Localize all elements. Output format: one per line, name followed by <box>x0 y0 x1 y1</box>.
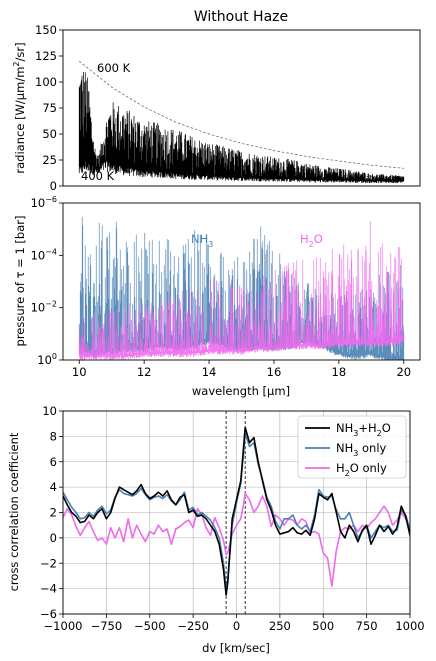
x-tick-label: 0 <box>233 619 240 633</box>
x-tick-label: 500 <box>312 619 334 633</box>
y-tick-label: 25 <box>42 153 57 167</box>
x-tick-label: 250 <box>269 619 291 633</box>
y-tick-label: 10−6 <box>31 195 57 210</box>
annotation-400k: 400 K <box>81 169 115 183</box>
cross-correlation-panel: −6 −4 −2 0 2 4 6 8 10 −1000 −750 −500 −250 0 250 500 75… <box>7 404 425 655</box>
pressure-panel: 100 10−2 10−4 10−6 10 12 14 16 18 20 pressure of… <box>13 195 421 398</box>
nh3-curve-label: NH3 <box>191 232 213 249</box>
annotation-600k: 600 K <box>97 61 131 75</box>
y-tick-label: 10 <box>42 404 57 418</box>
x-tick-label: 10 <box>72 365 87 379</box>
h2o-curve-label: H2O <box>300 232 323 249</box>
y-tick-label: 0 <box>50 531 57 545</box>
radiance-y-axis-label: radiance [W/μm/m2/sr] <box>12 42 27 173</box>
x-tick-label: 14 <box>202 365 217 379</box>
chart-title: Without Haze <box>194 9 288 25</box>
x-tick-label: 18 <box>332 365 347 379</box>
radiance-spectrum-line <box>78 71 405 184</box>
y-tick-label: −4 <box>40 582 57 596</box>
y-tick-label: 2 <box>50 506 57 520</box>
y-tick-label: 8 <box>50 429 57 443</box>
y-tick-label: 10−2 <box>31 300 57 315</box>
blackbody-curve-600k <box>78 60 404 169</box>
pressure-y-axis-label: pressure of τ = 1 [bar] <box>13 216 27 347</box>
legend: NH3+H2O NH3 only H2O only <box>297 415 407 479</box>
legend-label-combined: NH3+H2O <box>336 421 391 438</box>
x-tick-label: 20 <box>396 365 411 379</box>
h2o-pressure-line <box>78 221 405 360</box>
y-tick-label: 0 <box>50 179 57 193</box>
legend-label-h2o: H2O only <box>336 461 387 478</box>
y-tick-label: −6 <box>40 607 57 621</box>
x-tick-label: 16 <box>267 365 282 379</box>
ccf-y-axis-label: cross correlation coefficient <box>7 432 21 591</box>
legend-box <box>297 415 407 479</box>
x-tick-label: −250 <box>177 619 209 633</box>
combined-ccf-line <box>63 426 410 596</box>
x-tick-label: −750 <box>91 619 123 633</box>
dv-x-axis-label: dv [km/sec] <box>202 641 270 655</box>
x-tick-label: −500 <box>134 619 166 633</box>
y-tick-label: 100 <box>35 75 57 89</box>
x-tick-label: 1000 <box>395 619 424 633</box>
y-tick-label: 50 <box>42 127 57 141</box>
y-tick-label: 4 <box>50 480 57 494</box>
y-tick-label: 6 <box>50 455 57 469</box>
legend-label-nh3: NH3 only <box>336 441 387 458</box>
y-tick-label: 10−4 <box>31 247 57 262</box>
y-tick-label: 100 <box>37 352 57 367</box>
y-tick-label: 75 <box>42 101 57 115</box>
pressure-axes-frame <box>62 202 421 361</box>
x-tick-label: −1000 <box>44 619 83 633</box>
y-tick-label: −2 <box>40 556 57 570</box>
x-tick-label: 12 <box>137 365 152 379</box>
radiance-panel: Without Haze 0 25 50 75 100 125 150 radiance [… <box>12 9 421 193</box>
x-tick-label: 750 <box>356 619 378 633</box>
y-tick-label: 150 <box>35 23 57 37</box>
wavelength-x-axis-label: wavelength [μm] <box>192 384 290 398</box>
y-tick-label: 125 <box>35 49 57 63</box>
